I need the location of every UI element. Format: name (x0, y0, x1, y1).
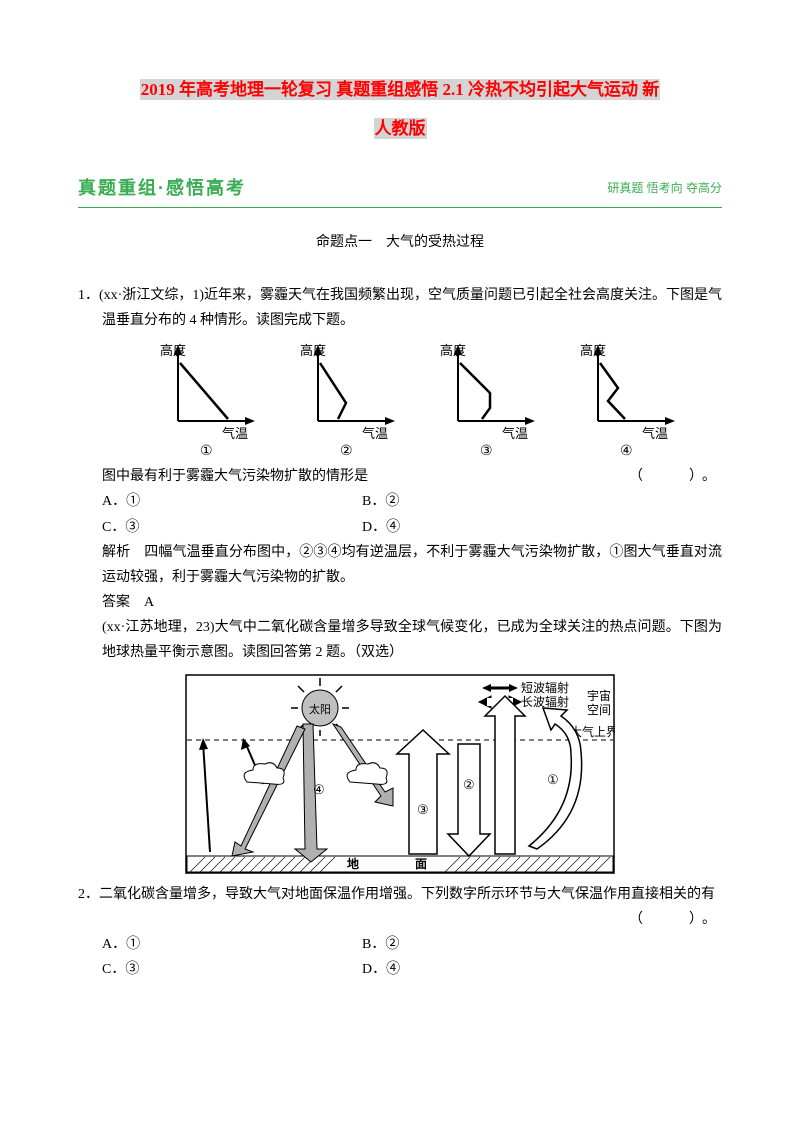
chart-4: 高度 气温 ④ (570, 343, 680, 458)
q2-optB: B．② (362, 932, 622, 957)
chart-1: 高度 气温 ① (150, 343, 260, 458)
svg-text:高度: 高度 (580, 343, 606, 358)
svg-text:③: ③ (480, 444, 493, 458)
q1-answer: 答案 A (78, 590, 722, 615)
section-right: 研真题 悟考向 夺高分 (607, 178, 722, 200)
q2-optC: C．③ (102, 957, 362, 982)
q1-after-fig: 图中最有利于雾霾大气污染物扩散的情形是 （ ）。 (78, 464, 722, 489)
svg-text:③: ③ (417, 802, 429, 817)
q2-optA: A．① (102, 932, 362, 957)
q1-optC: C．③ (102, 515, 362, 540)
page-title-line1: 2019 年高考地理一轮复习 真题重组感悟 2.1 冷热不均引起大气运动 新 (78, 75, 722, 106)
q2-paren: （ ）。 (653, 907, 722, 932)
svg-text:④: ④ (313, 782, 325, 797)
svg-text:①: ① (547, 772, 559, 787)
page-title-line2: 人教版 (78, 114, 722, 145)
svg-text:面: 面 (415, 857, 427, 871)
svg-text:宇宙: 宇宙 (587, 688, 611, 703)
chart-num: ① (200, 444, 213, 458)
q2-options-1: A．① B．② (78, 932, 722, 957)
chart-3: 高度 气温 ③ (430, 343, 540, 458)
svg-text:④: ④ (620, 444, 633, 458)
x-label: 气温 (222, 426, 248, 441)
q2-intro: (xx·江苏地理，23)大气中二氧化碳含量增多导致全球气候变化，已成为全球关注的… (78, 615, 722, 665)
q1-stem: 1．(xx·浙江文综，1)近年来，雾霾天气在我国频繁出现，空气质量问题已引起全社… (78, 283, 722, 333)
q2-stem: 2．二氧化碳含量增多，导致大气对地面保温作用增强。下列数字所示环节与大气保温作用… (78, 882, 722, 907)
svg-text:太阳: 太阳 (309, 703, 331, 716)
svg-text:气温: 气温 (502, 426, 528, 441)
q1-optA: A．① (102, 489, 362, 514)
q1-options-1: A．① B．② (78, 489, 722, 514)
charts-row: 高度 气温 ① 高度 气温 ② 高度 气温 (108, 343, 722, 458)
svg-text:地: 地 (347, 856, 359, 871)
svg-text:气温: 气温 (642, 426, 668, 441)
y-label: 高度 (160, 343, 186, 358)
q1-analysis: 解析 四幅气温垂直分布图中，②③④均有逆温层，不利于雾霾大气污染物扩散，①图大气… (78, 540, 722, 590)
svg-text:②: ② (463, 777, 475, 792)
q1-options-2: C．③ D．④ (78, 515, 722, 540)
svg-text:空间: 空间 (587, 703, 611, 717)
svg-text:短波辐射: 短波辐射 (521, 680, 569, 695)
q2-optD: D．④ (362, 957, 622, 982)
svg-text:长波辐射: 长波辐射 (521, 694, 569, 709)
q1-paren: （ ）。 (629, 464, 722, 489)
legend: 短波辐射 长波辐射 (479, 680, 569, 709)
svg-text:②: ② (340, 444, 353, 458)
q2-options-2: C．③ D．④ (78, 957, 722, 982)
svg-text:气温: 气温 (362, 426, 388, 441)
q1-optD: D．④ (362, 515, 622, 540)
chart-2: 高度 气温 ② (290, 343, 400, 458)
topic-point: 命题点一 大气的受热过程 (78, 230, 722, 255)
svg-text:高度: 高度 (440, 343, 466, 358)
q1-optB: B．② (362, 489, 622, 514)
section-bar: 真题重组·感悟高考 研真题 悟考向 夺高分 (78, 172, 722, 207)
section-title: 真题重组·感悟高考 (78, 172, 246, 204)
svg-text:高度: 高度 (300, 343, 326, 358)
heat-diagram: 短波辐射 长波辐射 宇宙 空间 大气上界 (78, 674, 722, 874)
